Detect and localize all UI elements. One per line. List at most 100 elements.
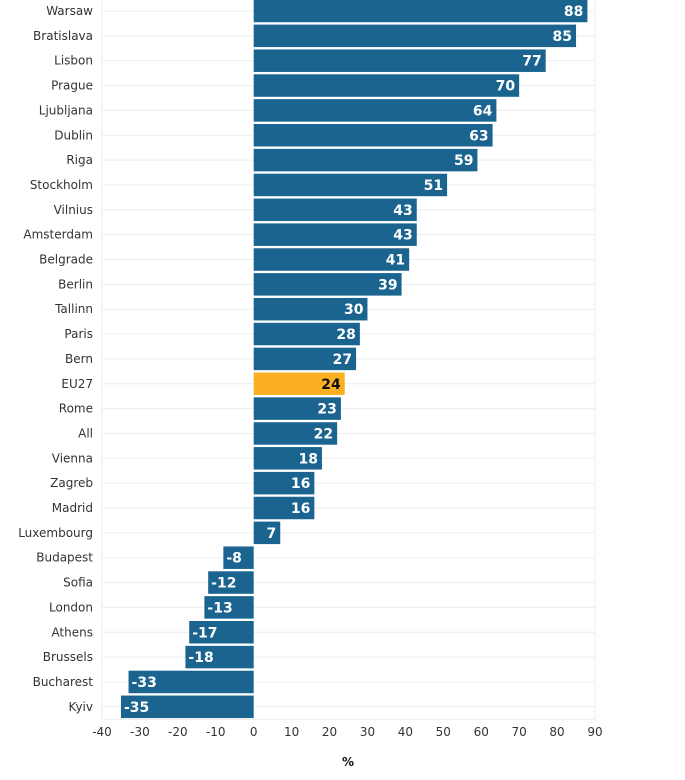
- bar: [120, 695, 254, 719]
- bar: [253, 74, 520, 97]
- category-labels: Warsaw Bratislava Lisbon Prague Ljubljana Dub…: [18, 4, 93, 714]
- category-label: Dublin: [54, 128, 93, 142]
- category-label: Vienna: [52, 451, 93, 465]
- data-label: -35: [124, 700, 149, 716]
- x-tick-label: 70: [512, 725, 527, 739]
- data-label: -18: [188, 650, 213, 666]
- category-label: Bern: [65, 352, 93, 366]
- data-label: 77: [522, 54, 541, 70]
- bar: [253, 198, 417, 222]
- data-label: -12: [211, 576, 236, 592]
- bar: [253, 223, 417, 246]
- category-label: EU27: [61, 377, 93, 391]
- category-label: Stockholm: [30, 178, 93, 192]
- bar: [253, 173, 448, 197]
- bar: [204, 596, 254, 619]
- x-tick-label: 80: [549, 725, 564, 739]
- data-label: 64: [473, 103, 493, 119]
- data-label: 28: [336, 327, 355, 343]
- category-label: Belgrade: [39, 253, 93, 267]
- category-label: Budapest: [36, 551, 93, 565]
- data-label: 7: [266, 526, 276, 542]
- bar: [253, 397, 341, 420]
- data-label: 39: [378, 277, 397, 293]
- category-label: Madrid: [52, 501, 93, 515]
- data-label: 85: [553, 29, 572, 45]
- bar: [253, 273, 402, 296]
- bar: [253, 322, 360, 346]
- category-label: Sofia: [63, 576, 93, 590]
- data-label: -33: [132, 675, 157, 691]
- x-tick-label: 50: [436, 725, 451, 739]
- category-label: Rome: [59, 402, 93, 416]
- bar: [223, 546, 254, 569]
- data-label: -8: [226, 551, 242, 567]
- data-label: -13: [207, 600, 232, 616]
- bar: [253, 447, 322, 470]
- x-tick-label: 30: [360, 725, 375, 739]
- category-label: Athens: [51, 625, 93, 639]
- x-tick-label: -30: [130, 725, 150, 739]
- data-label: 88: [564, 4, 583, 20]
- category-label: Tallinn: [54, 302, 93, 316]
- data-label: 16: [291, 476, 310, 492]
- data-label: 30: [344, 302, 364, 318]
- x-tick-label: 40: [398, 725, 413, 739]
- category-label: Lisbon: [54, 54, 93, 68]
- category-label: All: [78, 426, 93, 440]
- data-label: 23: [317, 402, 336, 418]
- bar: [253, 297, 368, 321]
- bar: [253, 521, 281, 545]
- bar: [128, 670, 254, 694]
- data-label: 70: [496, 79, 516, 95]
- bar: [253, 422, 338, 445]
- data-label: -17: [192, 625, 217, 641]
- category-label: Paris: [64, 327, 93, 341]
- data-label: 43: [393, 203, 412, 219]
- category-label: Berlin: [58, 277, 93, 291]
- category-label: Bratislava: [33, 29, 93, 43]
- x-tick-label: 10: [284, 725, 299, 739]
- x-tick-label: 90: [587, 725, 602, 739]
- x-tick-label: 60: [474, 725, 489, 739]
- data-label: 24: [321, 377, 341, 393]
- x-axis-ticks: -40 -30 -20 -10 0 10 20 30 40 50 60 70 80 90: [92, 725, 602, 739]
- bar: [253, 347, 357, 371]
- data-label: 22: [314, 426, 333, 442]
- x-tick-label: 20: [322, 725, 337, 739]
- category-label: London: [49, 600, 93, 614]
- data-label: 43: [393, 228, 412, 244]
- bar: [253, 124, 493, 147]
- x-axis-title: %: [342, 755, 354, 769]
- bars: [120, 0, 588, 719]
- category-label: Amsterdam: [23, 228, 93, 242]
- bar: [253, 248, 410, 271]
- bar-highlight: [253, 372, 345, 395]
- category-label: Riga: [66, 153, 93, 167]
- bar: [189, 621, 254, 644]
- category-label: Brussels: [43, 650, 93, 664]
- bar: [208, 571, 254, 594]
- category-label: Warsaw: [46, 4, 93, 18]
- data-label: 16: [291, 501, 310, 517]
- category-label: Bucharest: [33, 675, 94, 689]
- bar: [185, 645, 254, 669]
- category-label: Ljubljana: [39, 103, 93, 117]
- bar: [253, 148, 478, 172]
- category-label: Kyiv: [68, 700, 93, 714]
- bar: [253, 24, 577, 48]
- bar: [253, 99, 497, 122]
- vertical-gridlines: [101, 0, 596, 720]
- category-label: Prague: [51, 79, 93, 93]
- bar: [253, 496, 315, 520]
- bar: [253, 471, 315, 495]
- data-label: 27: [333, 352, 352, 368]
- data-label: 59: [454, 153, 473, 169]
- data-label: 63: [469, 128, 488, 144]
- category-label: Luxembourg: [18, 526, 93, 540]
- category-label: Vilnius: [54, 203, 93, 217]
- x-tick-label: -10: [206, 725, 226, 739]
- x-tick-label: -40: [92, 725, 112, 739]
